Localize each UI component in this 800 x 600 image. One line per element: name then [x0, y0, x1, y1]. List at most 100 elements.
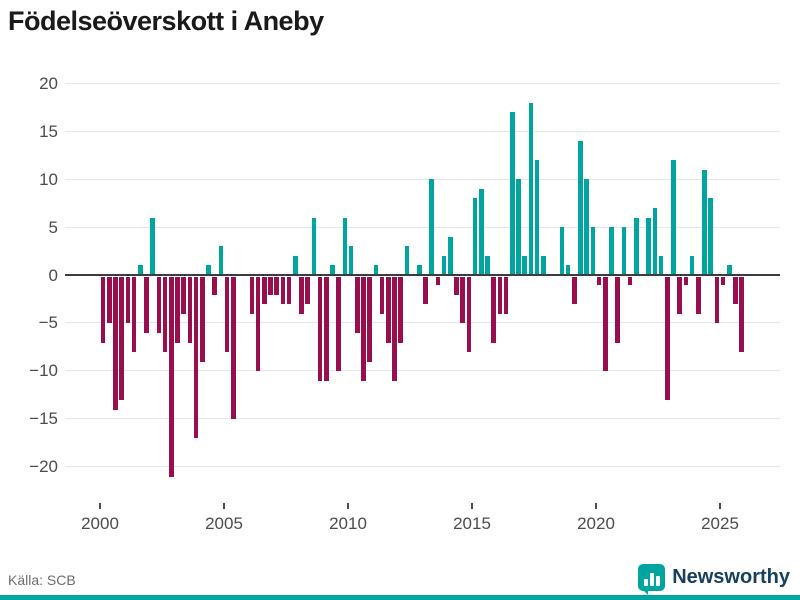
bar-2021Q1 — [621, 227, 627, 274]
bar-2013Q1 — [423, 276, 428, 305]
bar-2006Q2 — [255, 276, 261, 372]
bar-2001Q4 — [144, 276, 149, 333]
bar-2020Q2 — [602, 276, 608, 372]
source-caption: Källa: SCB — [8, 572, 76, 588]
bar-2022Q4 — [664, 276, 670, 400]
bar-2002Q4 — [168, 276, 174, 477]
bar-2007Q4 — [292, 255, 298, 274]
bar-2005Q1 — [224, 276, 230, 353]
bar-2006Q1 — [249, 276, 255, 314]
y-axis-label--20: −20 — [29, 457, 58, 476]
bar-2001Q1 — [125, 276, 131, 324]
bar-2010Q4 — [367, 276, 373, 362]
bar-2008Q1 — [299, 276, 304, 314]
bar-2002Q1 — [150, 217, 156, 274]
y-axis-label-10: 10 — [39, 169, 58, 189]
bar-2013Q2 — [429, 179, 435, 274]
bar-2017Q2 — [528, 102, 534, 274]
x-axis-label-2015: 2015 — [453, 514, 491, 533]
gridline-y-5 — [65, 226, 780, 228]
newsworthy-logo-text: Newsworthy — [672, 566, 790, 588]
bar-2004Q3 — [212, 276, 218, 295]
bar-2024Q2 — [702, 169, 707, 274]
bar-2025Q1 — [720, 276, 726, 286]
bar-2023Q2 — [677, 276, 683, 314]
bar-2010Q1 — [348, 246, 354, 274]
newsworthy-logo[interactable]: Newsworthy — [638, 564, 790, 595]
bar-2020Q3 — [609, 227, 614, 274]
bar-2015Q3 — [485, 255, 490, 274]
bar-2007Q3 — [286, 276, 292, 305]
bar-2012Q4 — [416, 265, 422, 274]
bar-2020Q4 — [615, 276, 621, 343]
bar-2023Q1 — [671, 160, 676, 274]
bar-2021Q3 — [633, 217, 639, 274]
newsworthy-bar-chart-icon — [638, 564, 666, 595]
bar-2018Q3 — [559, 227, 565, 274]
bar-2008Q4 — [317, 276, 323, 381]
x-tick-2000 — [99, 503, 101, 509]
bar-2015Q1 — [472, 198, 478, 274]
x-tick-2025 — [719, 503, 721, 509]
y-axis-label-0: 0 — [48, 265, 58, 285]
x-tick-2005 — [223, 503, 225, 509]
y-axis-label--15: −15 — [29, 409, 58, 429]
bar-2011Q1 — [373, 265, 379, 274]
bar-2018Q4 — [565, 265, 571, 274]
bar-2008Q2 — [305, 276, 311, 305]
bar-2006Q4 — [268, 276, 273, 295]
bar-2004Q1 — [199, 276, 205, 362]
bar-2014Q4 — [466, 276, 472, 353]
bar-2003Q4 — [193, 276, 199, 439]
bar-2021Q2 — [627, 276, 633, 286]
bar-2016Q3 — [509, 112, 515, 274]
bar-2009Q1 — [323, 276, 329, 381]
bar-2024Q1 — [695, 276, 701, 314]
bar-2024Q4 — [714, 276, 720, 324]
bar-2025Q2 — [726, 265, 732, 274]
bar-2007Q2 — [280, 276, 286, 305]
gridline-y-10 — [65, 178, 780, 180]
bar-2019Q1 — [571, 276, 577, 305]
bar-2009Q2 — [330, 265, 335, 274]
bar-2012Q1 — [398, 276, 404, 343]
bar-2016Q4 — [516, 179, 521, 274]
bar-2020Q1 — [596, 276, 602, 286]
gridline-y--15 — [65, 418, 780, 420]
bar-2011Q2 — [379, 276, 385, 314]
bar-2025Q3 — [733, 276, 738, 305]
bar-2003Q1 — [175, 276, 180, 343]
bar-2022Q2 — [652, 207, 658, 274]
bar-2002Q2 — [156, 276, 162, 333]
bar-2019Q4 — [590, 227, 596, 274]
bar-2009Q3 — [336, 276, 342, 372]
bar-2017Q3 — [534, 160, 540, 274]
bar-2025Q4 — [739, 276, 745, 353]
bar-2010Q2 — [354, 276, 360, 333]
bar-2019Q3 — [584, 179, 590, 274]
x-axis-label-2025: 2025 — [701, 514, 739, 533]
bar-2011Q4 — [392, 276, 397, 381]
x-axis-label-2005: 2005 — [205, 514, 243, 533]
bar-2015Q4 — [491, 276, 497, 343]
bar-2014Q2 — [454, 276, 459, 295]
x-axis-label-2010: 2010 — [329, 514, 367, 533]
x-tick-2010 — [347, 503, 349, 509]
bar-2000Q4 — [119, 276, 125, 400]
zero-baseline — [65, 273, 780, 276]
gridline-y-20 — [65, 83, 780, 84]
bar-2001Q3 — [137, 265, 143, 274]
bar-2008Q3 — [311, 217, 317, 274]
bar-2000Q2 — [106, 276, 112, 324]
y-axis-label--5: −5 — [38, 313, 58, 333]
bar-2016Q2 — [503, 276, 509, 314]
bar-2003Q3 — [187, 276, 193, 343]
y-axis-label-20: 20 — [39, 74, 58, 93]
bar-2010Q3 — [361, 276, 366, 381]
x-axis-label-2000: 2000 — [81, 514, 119, 533]
x-tick-2020 — [595, 503, 597, 509]
bar-2022Q3 — [658, 255, 664, 274]
y-axis-label-15: 15 — [39, 121, 58, 141]
bar-2014Q3 — [460, 276, 466, 324]
